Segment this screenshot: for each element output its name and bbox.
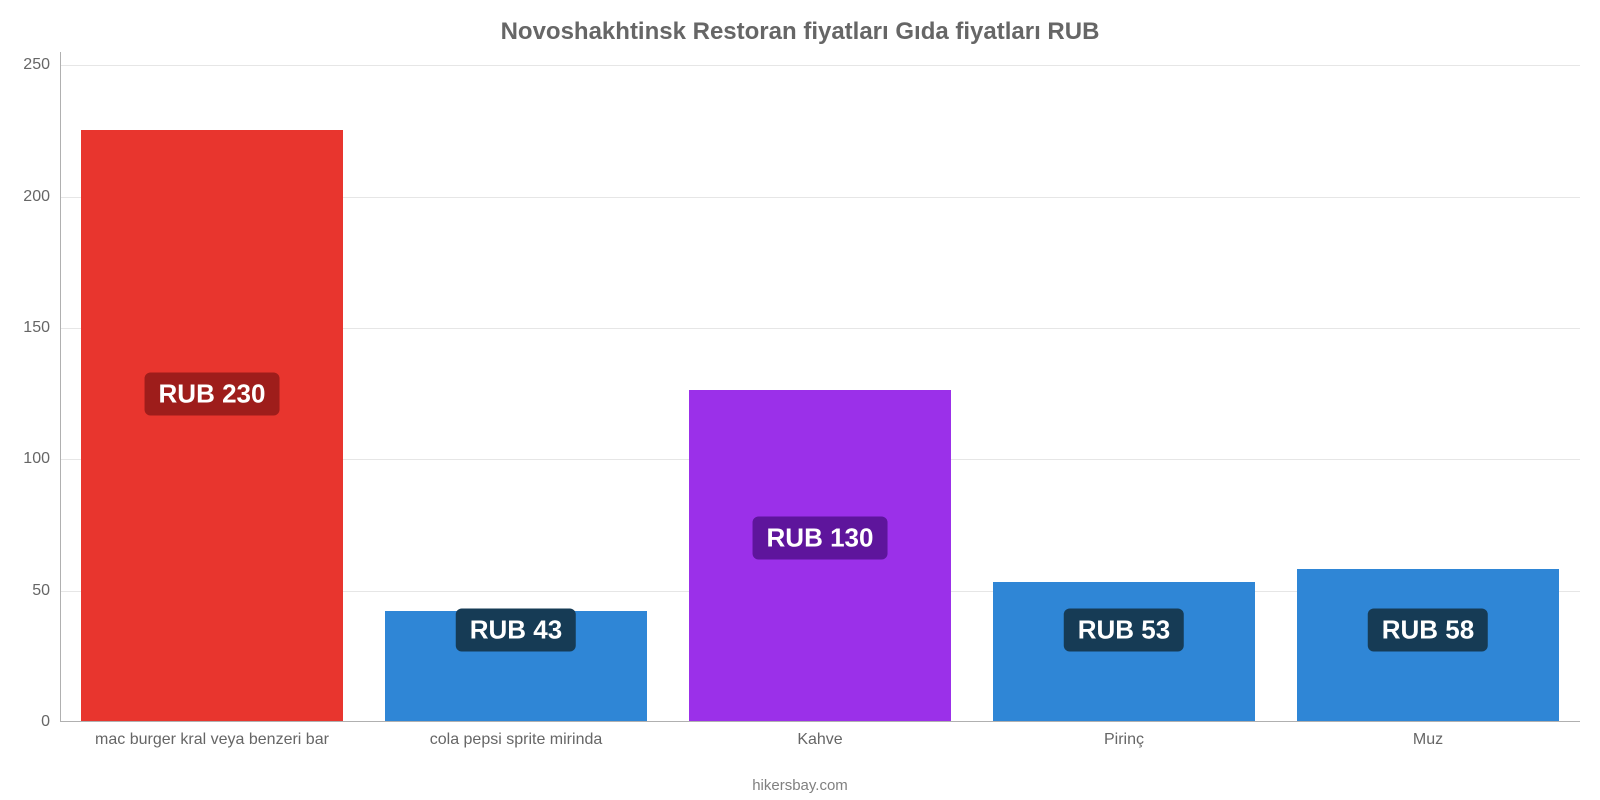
- bar-slot: RUB 230mac burger kral veya benzeri bar: [60, 52, 364, 722]
- y-tick-label: 200: [23, 188, 60, 206]
- value-badge: RUB 43: [456, 609, 576, 652]
- price-bar-chart: Novoshakhtinsk Restoran fiyatları Gıda f…: [0, 0, 1600, 800]
- bar-slot: RUB 43cola pepsi sprite mirinda: [364, 52, 668, 722]
- bar-slot: RUB 53Pirinç: [972, 52, 1276, 722]
- x-tick-label: Pirinç: [972, 722, 1276, 749]
- y-tick-label: 250: [23, 56, 60, 74]
- bar-slot: RUB 130Kahve: [668, 52, 972, 722]
- y-tick-label: 0: [41, 713, 60, 731]
- bar: [81, 130, 342, 721]
- value-badge: RUB 58: [1368, 609, 1488, 652]
- x-tick-label: mac burger kral veya benzeri bar: [60, 722, 364, 749]
- value-badge: RUB 130: [753, 517, 888, 560]
- plot-area: 050100150200250 RUB 230mac burger kral v…: [60, 52, 1580, 722]
- chart-footer: hikersbay.com: [0, 777, 1600, 794]
- chart-title: Novoshakhtinsk Restoran fiyatları Gıda f…: [0, 18, 1600, 46]
- y-tick-label: 150: [23, 319, 60, 337]
- value-badge: RUB 53: [1064, 609, 1184, 652]
- value-badge: RUB 230: [145, 372, 280, 415]
- bars-container: RUB 230mac burger kral veya benzeri barR…: [60, 52, 1580, 722]
- y-tick-label: 50: [32, 582, 60, 600]
- x-tick-label: cola pepsi sprite mirinda: [364, 722, 668, 749]
- x-tick-label: Muz: [1276, 722, 1580, 749]
- x-tick-label: Kahve: [668, 722, 972, 749]
- bar-slot: RUB 58Muz: [1276, 52, 1580, 722]
- y-tick-label: 100: [23, 450, 60, 468]
